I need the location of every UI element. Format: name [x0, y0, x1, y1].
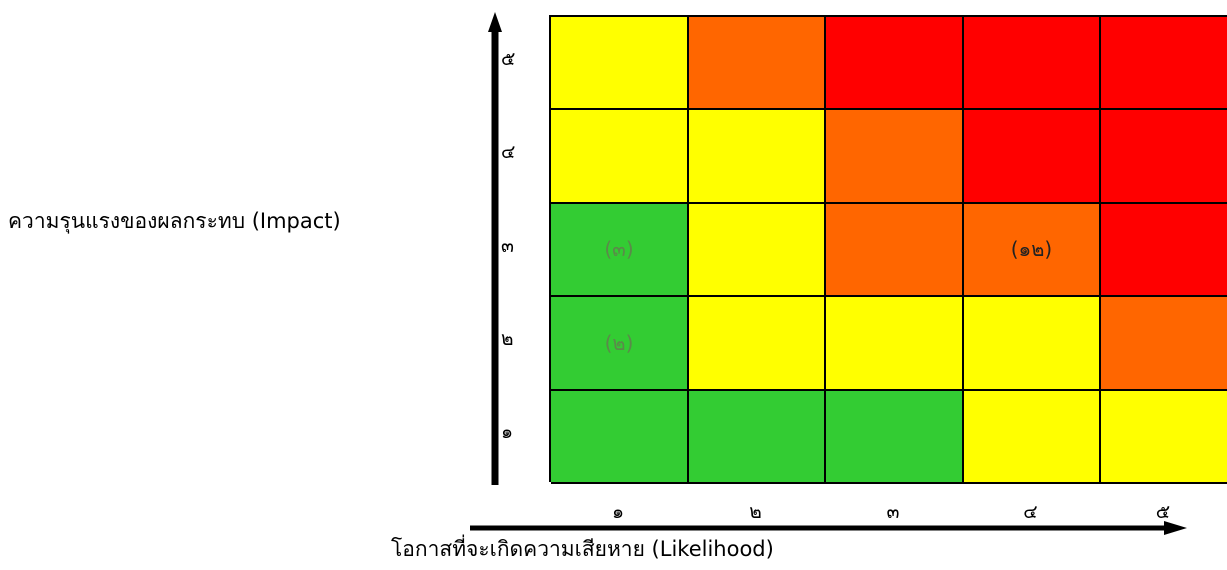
matrix-cell	[551, 110, 689, 204]
matrix-cell	[1101, 390, 1227, 484]
x-tick-label: ๑	[611, 501, 625, 523]
matrix-cell	[689, 110, 826, 204]
x-tick-label: ๒	[749, 501, 762, 523]
matrix-cell	[551, 390, 689, 484]
matrix-cell	[826, 297, 964, 391]
x-axis-arrowhead	[1164, 521, 1187, 535]
x-tick-label: ๓	[886, 501, 900, 523]
matrix-cell	[826, 17, 964, 111]
x-axis-label: โอกาสที่จะเกิดความเสียหาย (Likelihood)	[391, 537, 774, 561]
cell-label: (๓)	[604, 237, 634, 262]
y-tick-label: ๔	[501, 141, 516, 164]
matrix-cell	[551, 17, 689, 111]
x-tick-label: ๕	[1155, 501, 1171, 523]
matrix-cell	[964, 17, 1101, 111]
matrix-cell	[1101, 297, 1227, 391]
matrix-cell: (๑๒)	[964, 203, 1101, 298]
matrix-cell	[1101, 17, 1227, 111]
matrix-cell	[1101, 203, 1227, 298]
matrix-cell	[826, 110, 964, 204]
matrix-cell	[689, 203, 826, 298]
matrix-cell	[689, 17, 826, 111]
matrix-cell	[826, 390, 964, 484]
y-tick-label: ๕	[501, 47, 516, 70]
y-tick-label: ๒	[501, 327, 514, 350]
matrix-cell	[964, 110, 1101, 204]
matrix-cell	[689, 390, 826, 484]
matrix-cell	[826, 203, 964, 298]
matrix-cell	[1101, 110, 1227, 204]
matrix-cell: (๒)	[551, 297, 689, 391]
matrix-cell	[964, 297, 1101, 391]
risk-matrix: (๓) (๑๒) (๒)	[549, 15, 1227, 484]
x-tick-label: ๔	[1023, 501, 1038, 523]
cell-label: (๒)	[604, 330, 634, 355]
y-tick-label: ๓	[501, 234, 514, 257]
matrix-cell: (๓)	[551, 203, 689, 298]
y-axis-label: ความรุนแรงของผลกระทบ (Impact)	[8, 209, 341, 233]
y-axis-arrowhead	[488, 12, 502, 32]
y-tick-label: ๑	[501, 421, 514, 444]
matrix-cell	[689, 297, 826, 391]
matrix-cell	[964, 390, 1101, 484]
cell-label: (๑๒)	[1010, 237, 1053, 262]
